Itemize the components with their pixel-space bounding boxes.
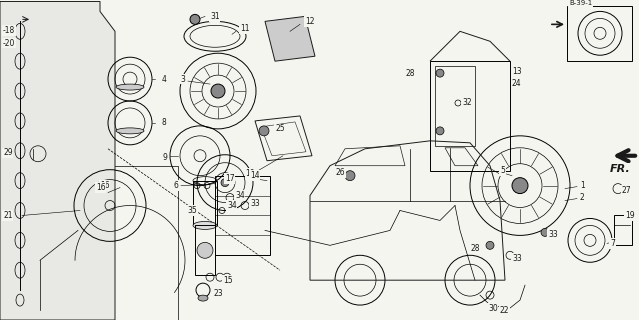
Text: 7: 7 (610, 239, 615, 248)
Text: 33: 33 (512, 254, 522, 263)
Text: 17: 17 (225, 174, 235, 183)
Bar (195, 225, 215, 275)
Circle shape (512, 178, 528, 194)
Text: 5: 5 (500, 166, 505, 175)
Ellipse shape (116, 84, 144, 90)
Text: 16: 16 (100, 181, 110, 190)
Text: 27: 27 (622, 186, 631, 195)
Ellipse shape (198, 295, 208, 301)
Circle shape (221, 179, 229, 187)
Text: 29: 29 (3, 148, 13, 157)
Ellipse shape (193, 221, 217, 229)
Circle shape (486, 241, 494, 249)
Bar (614, 215, 632, 245)
Text: FR.: FR. (610, 164, 631, 174)
Text: 26: 26 (335, 168, 345, 177)
Text: 3: 3 (180, 75, 185, 84)
Text: 21: 21 (3, 211, 13, 220)
Text: 10: 10 (245, 169, 255, 178)
Text: 1: 1 (580, 181, 585, 190)
Text: -18: -18 (3, 26, 15, 35)
Text: 32: 32 (462, 99, 472, 108)
Text: 15: 15 (223, 276, 233, 285)
Text: 25: 25 (275, 124, 284, 133)
Text: 16: 16 (96, 183, 105, 192)
Ellipse shape (116, 128, 144, 134)
Text: 28: 28 (405, 68, 415, 78)
Text: B-39-1: B-39-1 (569, 0, 592, 6)
Bar (430, 61, 510, 171)
Text: 22: 22 (500, 306, 509, 315)
Text: 6: 6 (173, 181, 178, 190)
Circle shape (190, 14, 200, 24)
Text: 31: 31 (210, 12, 220, 21)
Circle shape (345, 171, 355, 180)
Text: 24: 24 (512, 79, 521, 88)
Text: 14: 14 (250, 171, 259, 180)
Bar (567, 6, 632, 61)
Text: 33: 33 (548, 230, 558, 239)
Bar (193, 180, 217, 225)
Text: 34: 34 (227, 201, 237, 210)
Text: 28: 28 (470, 244, 480, 253)
Circle shape (259, 126, 269, 136)
Text: 13: 13 (512, 67, 521, 76)
Circle shape (197, 242, 213, 258)
Text: 9: 9 (162, 153, 167, 162)
Bar (435, 66, 475, 146)
Bar (215, 176, 270, 255)
Polygon shape (265, 16, 315, 61)
Text: 35: 35 (187, 206, 197, 215)
Circle shape (436, 127, 444, 135)
Text: 30: 30 (488, 304, 498, 313)
Polygon shape (0, 2, 115, 320)
Text: 2: 2 (580, 193, 585, 202)
Text: 19: 19 (625, 211, 635, 220)
Circle shape (541, 228, 549, 236)
Text: 33: 33 (250, 199, 259, 208)
Text: 11: 11 (240, 24, 249, 33)
Circle shape (436, 69, 444, 77)
Circle shape (211, 84, 225, 98)
Text: 12: 12 (305, 17, 314, 26)
Text: 23: 23 (213, 289, 222, 298)
Text: 8: 8 (162, 118, 167, 127)
Text: 4: 4 (162, 75, 167, 84)
Text: -20: -20 (3, 39, 15, 48)
Text: 34: 34 (235, 191, 245, 200)
